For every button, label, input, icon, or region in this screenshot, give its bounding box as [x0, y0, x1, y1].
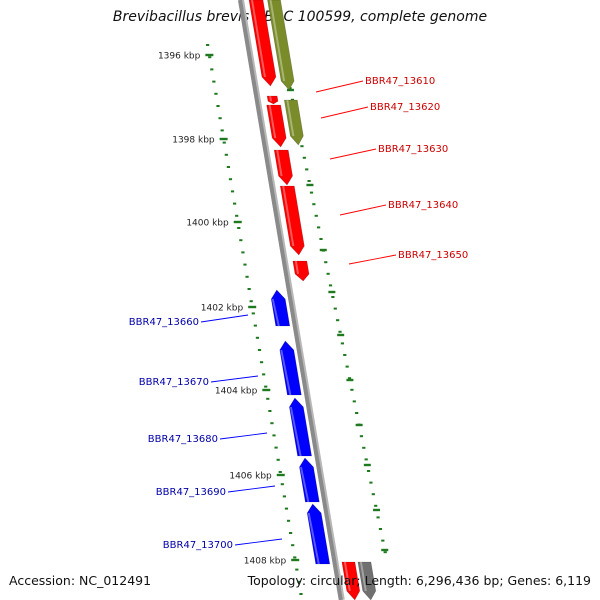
- feature-olive-highlight: [269, 0, 286, 81]
- gene-forward-cont-highlight: [343, 562, 351, 591]
- feature-layer: [248, 0, 377, 600]
- tick-label: 1408 kbp: [244, 557, 287, 567]
- feature-grey-cont: [357, 561, 377, 600]
- gene-reverse-highlight: [289, 407, 302, 456]
- tick-layer: 1396 kbp 1398 kbp 1400 kbp 1402 kbp 1404 kbp…: [158, 6, 389, 595]
- gene-forward-highlight: [269, 96, 273, 102]
- tick-label: 1400 kbp: [186, 219, 229, 229]
- gene-reverse-highlight: [280, 350, 292, 395]
- gene-reverse-highlight: [299, 467, 310, 502]
- gene-reverse: [270, 289, 291, 327]
- backbone-line: [238, 0, 343, 600]
- gene-label-forward: BBR47_13630: [378, 144, 448, 155]
- label-leader: [315, 80, 364, 93]
- label-leader: [227, 485, 276, 493]
- label-leader: [320, 106, 369, 119]
- feature-grey-cont-highlight: [359, 562, 367, 591]
- tick-label: 1396 kbp: [158, 52, 201, 62]
- backbone-layer: [238, 0, 345, 600]
- gene-label-reverse: BBR47_13690: [156, 487, 226, 498]
- gene-forward: [292, 260, 310, 282]
- gene-forward-cont: [341, 561, 361, 600]
- feature-olive: [267, 0, 295, 91]
- genome-summary: Topology: circular; Length: 6,296,436 bp…: [247, 573, 591, 588]
- gene-label-reverse: BBR47_13670: [139, 377, 209, 388]
- label-layer: BBR47_13610 BBR47_13620 BBR47_13630 BBR47_1…: [129, 76, 468, 551]
- gene-reverse: [289, 397, 312, 457]
- gene-label-reverse: BBR47_13700: [163, 540, 233, 551]
- gene-reverse: [299, 457, 320, 503]
- gene-forward-highlight: [251, 0, 266, 77]
- feature-olive: [283, 99, 304, 146]
- gene-reverse-highlight: [271, 299, 280, 326]
- gene-reverse: [279, 340, 302, 396]
- gene-label-forward: BBR47_13640: [388, 200, 458, 211]
- gene-label-reverse: BBR47_13660: [129, 317, 199, 328]
- gene-reverse-highlight: [307, 513, 320, 564]
- gene-label-forward: BBR47_13620: [370, 102, 440, 113]
- label-leader: [234, 538, 283, 546]
- tick-label: 1402 kbp: [201, 304, 244, 314]
- page-title: Brevibacillus brevis NBRC 100599, comple…: [112, 9, 488, 25]
- label-leader: [200, 314, 249, 323]
- gene-forward: [266, 95, 279, 105]
- gene-reverse: [306, 503, 331, 565]
- gene-forward: [248, 0, 277, 87]
- feature-olive-highlight: [286, 100, 295, 136]
- tick-label: 1398 kbp: [172, 136, 215, 146]
- gene-forward: [273, 149, 293, 186]
- gene-forward-highlight: [294, 261, 300, 274]
- gene-forward-highlight: [282, 186, 295, 246]
- gene-forward-highlight: [276, 150, 283, 176]
- gene-forward: [279, 185, 305, 256]
- gene-label-forward: BBR47_13650: [398, 250, 468, 261]
- label-leader: [219, 432, 268, 440]
- label-leader: [329, 148, 377, 160]
- accession-text: Accession: NC_012491: [9, 573, 152, 588]
- gene-forward-highlight: [268, 105, 277, 138]
- label-leader: [210, 375, 259, 383]
- gene-label-reverse: BBR47_13680: [148, 434, 218, 445]
- gene-forward: [266, 104, 287, 148]
- gene-label-forward: BBR47_13610: [365, 76, 435, 87]
- tick-label: 1406 kbp: [229, 472, 272, 482]
- label-leader: [348, 254, 397, 265]
- label-leader: [339, 204, 387, 216]
- tick-label: 1404 kbp: [215, 387, 258, 397]
